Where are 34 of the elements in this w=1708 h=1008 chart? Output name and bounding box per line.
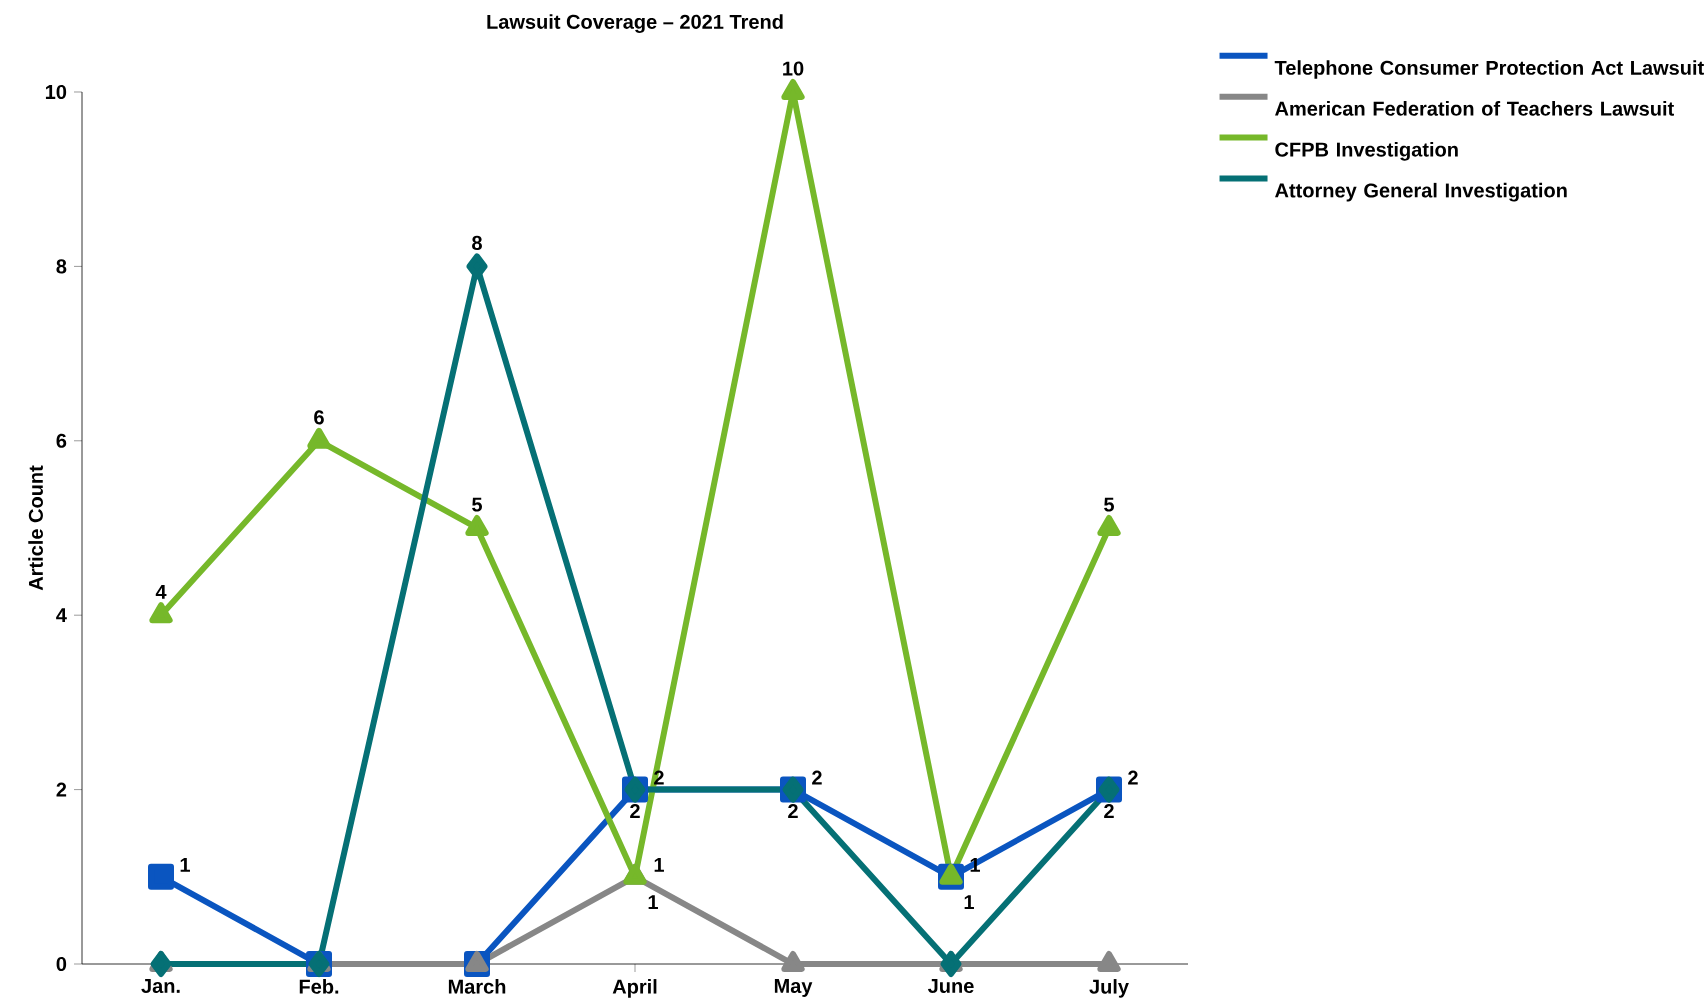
data-label: 8: [472, 235, 482, 250]
legend-label: Telephone Consumer Protection Act Lawsuit: [1274, 60, 1704, 79]
data-label: 2: [812, 770, 822, 785]
y-tick-label: 0: [56, 956, 67, 972]
data-label: 2: [1128, 770, 1138, 785]
data-label: 2: [1104, 804, 1114, 818]
y-tick-label: 2: [56, 782, 67, 797]
data-label: 6: [314, 410, 324, 425]
x-tick-label: Jan.: [141, 979, 180, 994]
y-tick-label: 10: [45, 84, 67, 100]
data-label: 5: [472, 497, 483, 512]
x-tick-label: March: [448, 979, 506, 994]
chart-title: Lawsuit Coverage – 2021 Trend: [487, 14, 783, 33]
data-label: 5: [1104, 497, 1115, 512]
data-label: 1: [654, 857, 664, 872]
data-label: 2: [788, 804, 798, 818]
data-label: 10: [783, 61, 804, 76]
x-tick-label: April: [612, 979, 657, 998]
y-axis-title: Article Count: [28, 465, 43, 591]
data-label: 4: [155, 585, 167, 599]
y-tick-label: 6: [56, 433, 67, 448]
x-tick-label: June: [927, 979, 974, 994]
x-tick-label: Feb.: [299, 979, 339, 994]
y-tick-label: 4: [56, 608, 67, 623]
legend-label: Attorney General Investigation: [1275, 182, 1567, 202]
data-label: 1: [964, 895, 974, 909]
data-label: 2: [630, 804, 640, 818]
x-tick-label: July: [1089, 979, 1129, 998]
y-tick-label: 8: [56, 259, 67, 274]
data-label: 1: [180, 857, 190, 872]
legend-label: American Federation of Teachers Lawsuit: [1275, 101, 1674, 116]
data-label: 1: [648, 895, 658, 909]
legend-label: CFPB Investigation: [1275, 141, 1458, 161]
x-tick-label: May: [774, 979, 813, 997]
